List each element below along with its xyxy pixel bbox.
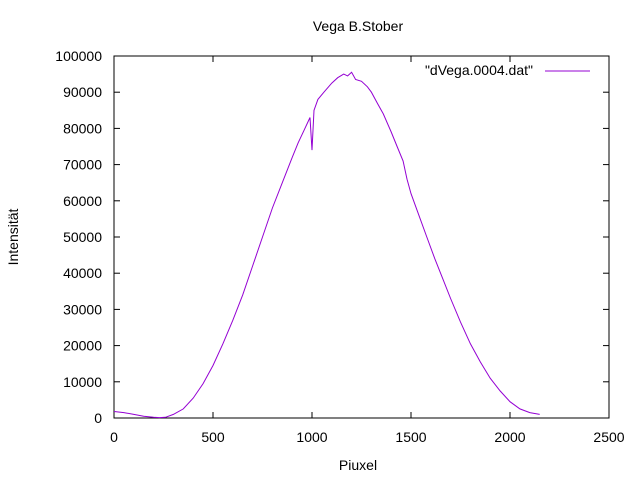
legend: "dVega.0004.dat" <box>425 62 590 78</box>
x-tick-label: 0 <box>110 429 118 445</box>
x-axis: 0 500 1000 1500 2000 2500 <box>110 56 625 445</box>
x-tick-label: 2500 <box>593 429 624 445</box>
y-tick-label: 70000 <box>63 157 102 173</box>
x-tick-label: 2000 <box>494 429 525 445</box>
y-tick-label: 50000 <box>63 229 102 245</box>
y-axis-label: Intensität <box>5 208 21 265</box>
x-axis-label: Piuxel <box>339 457 377 473</box>
y-axis: 0 10000 20000 30000 40000 50000 60000 70000 8000… <box>55 48 609 426</box>
y-tick-label: 80000 <box>63 120 102 136</box>
chart-title: Vega B.Stober <box>313 18 404 34</box>
y-tick-label: 100000 <box>55 48 102 64</box>
y-tick-label: 20000 <box>63 338 102 354</box>
legend-label: "dVega.0004.dat" <box>425 62 533 78</box>
y-tick-label: 0 <box>94 410 102 426</box>
x-tick-label: 500 <box>201 429 225 445</box>
data-series-line <box>113 71 540 419</box>
y-tick-label: 40000 <box>63 265 102 281</box>
x-tick-label: 1000 <box>296 429 327 445</box>
y-tick-label: 90000 <box>63 84 102 100</box>
y-tick-label: 60000 <box>63 193 102 209</box>
y-tick-label: 30000 <box>63 301 102 317</box>
x-tick-label: 1500 <box>395 429 426 445</box>
y-tick-label: 10000 <box>63 374 102 390</box>
